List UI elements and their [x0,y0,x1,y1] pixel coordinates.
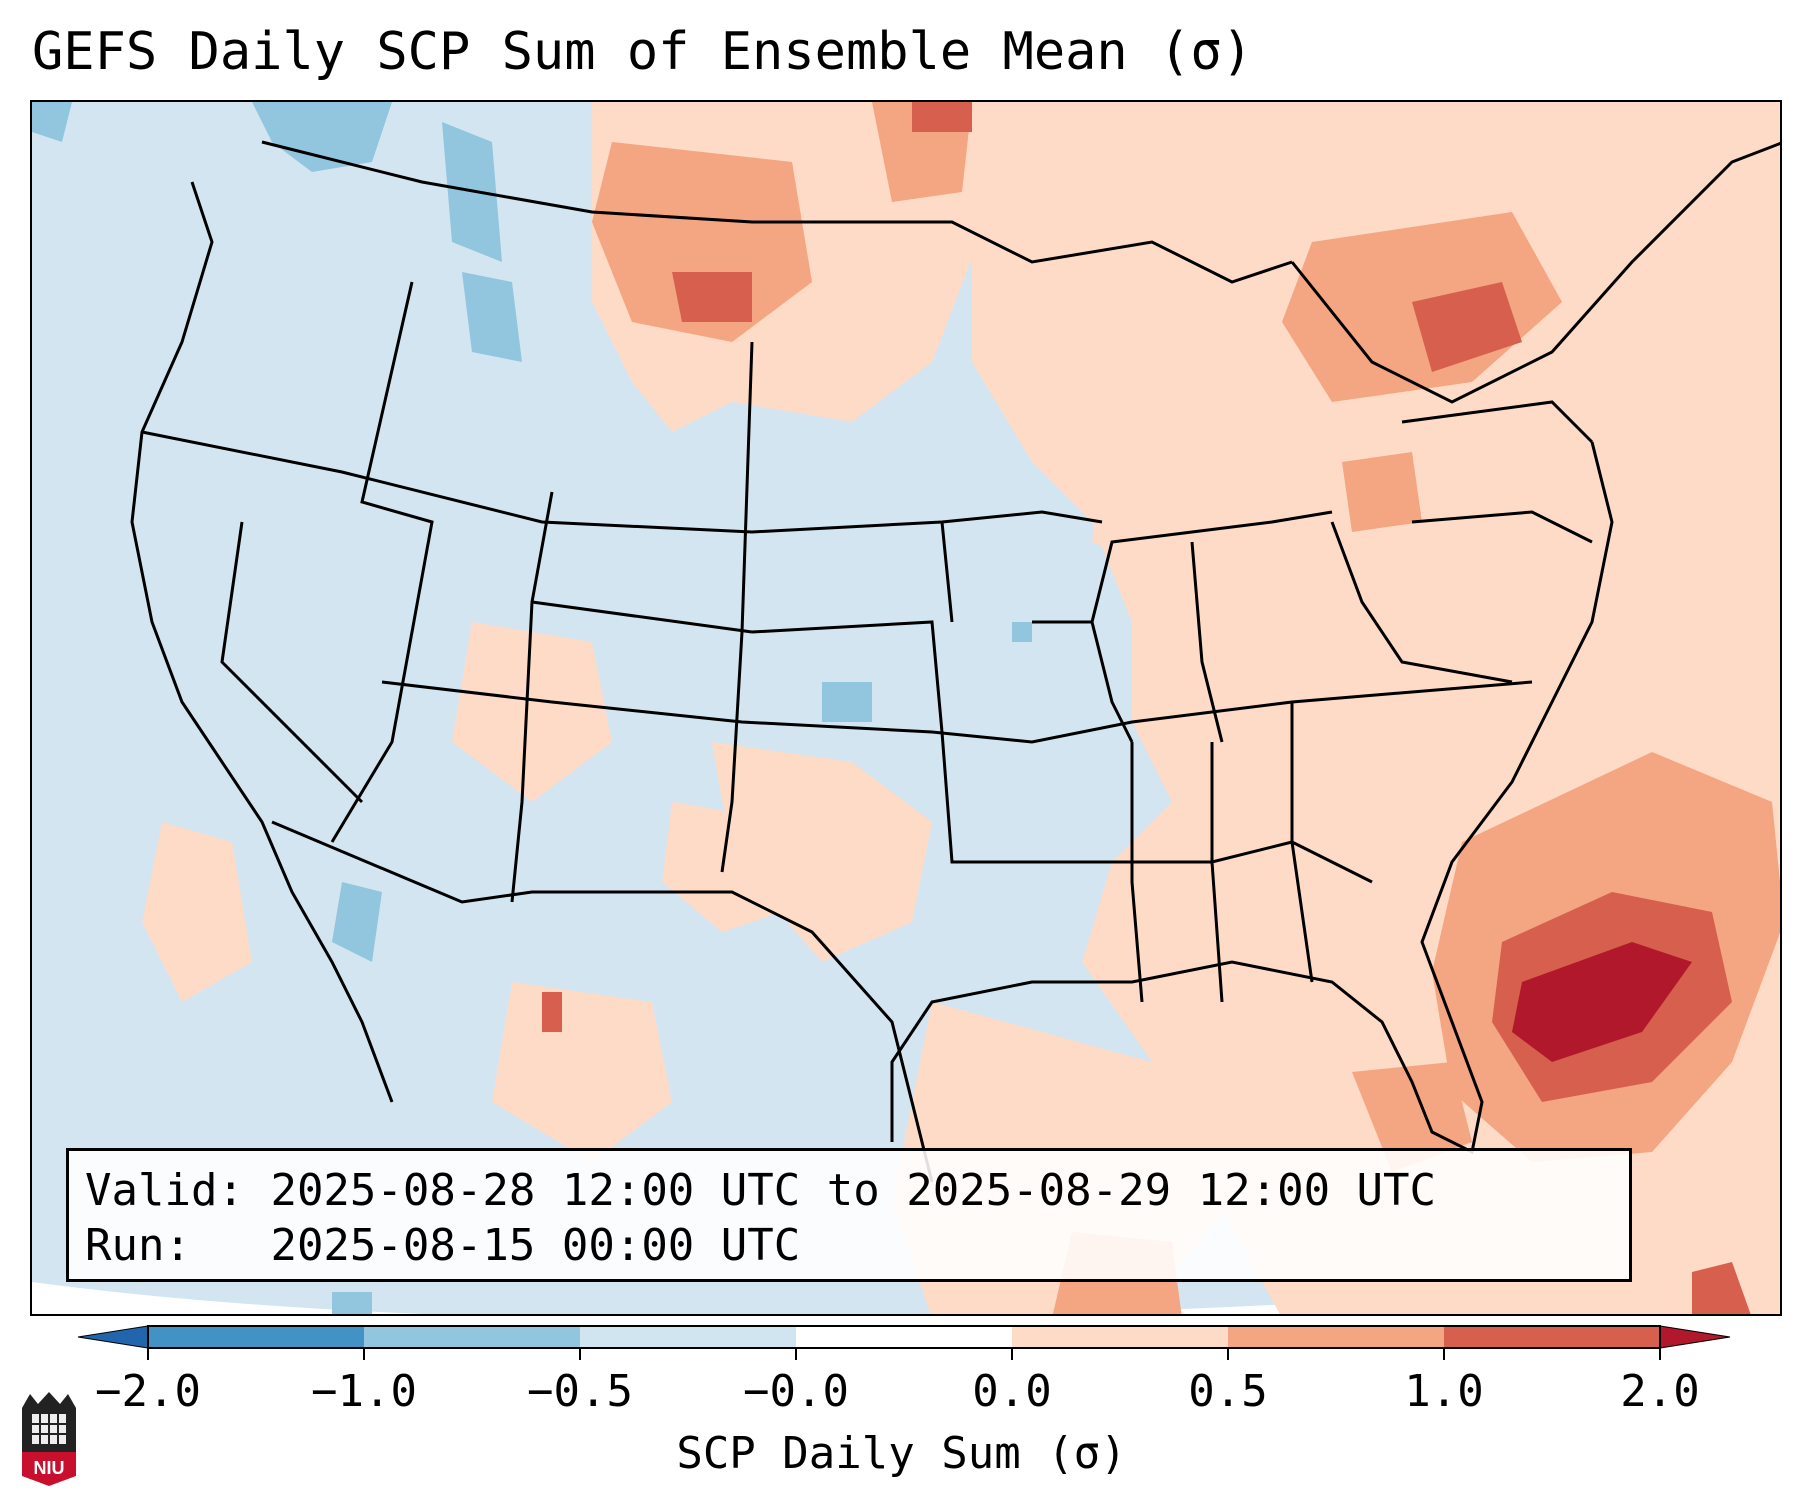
valid-range: 2025-08-28 12:00 UTC to 2025-08-29 12:00… [270,1165,1437,1216]
mexico-border [271,820,934,1183]
colorbar-segment [1012,1326,1229,1348]
niu-logo-text: NIU [34,1458,65,1478]
colorbar-segment [364,1326,581,1348]
valid-run-info: Valid: 2025-08-28 12:00 UTC to 2025-08-2… [66,1148,1632,1282]
colorbar-outline [147,1325,1661,1349]
west-coast [130,181,394,1103]
map-title: GEFS Daily SCP Sum of Ensemble Mean (σ) [32,22,1253,82]
colorbar-tick-label: −1.0 [311,1366,417,1417]
colorbar-tick-label: −0.5 [527,1366,633,1417]
colorbar-segment [1228,1326,1445,1348]
canada-border [261,140,1293,284]
colorbar-segment [148,1326,365,1348]
east-coast [890,441,1614,1155]
colorbar-tick-label: 0.0 [972,1366,1052,1417]
max-anomaly [1512,942,1692,1062]
colorbar-segment [796,1326,1013,1348]
run-time: 2025-08-15 00:00 UTC [270,1220,801,1271]
colorbar-tick-label: −0.0 [743,1366,849,1417]
colorbar-tick-label: 2.0 [1620,1366,1700,1417]
run-label: Run: [85,1220,191,1271]
colorbar-segment [580,1326,797,1348]
colorbar-segment [1444,1326,1661,1348]
northeast-border [1290,141,1780,404]
borders [130,140,1780,1183]
colorbar-over-triangle [1659,1325,1731,1349]
colorbar-tick-label: 1.0 [1404,1366,1484,1417]
valid-label: Valid: [85,1165,244,1216]
colorbar-tick-label: 0.5 [1188,1366,1268,1417]
colorbar-under-triangle [77,1325,149,1349]
niu-logo: NIU [22,1392,76,1486]
colorbar-tick-label: −2.0 [95,1366,201,1417]
colorbar-label: SCP Daily Sum (σ) [676,1428,1127,1479]
